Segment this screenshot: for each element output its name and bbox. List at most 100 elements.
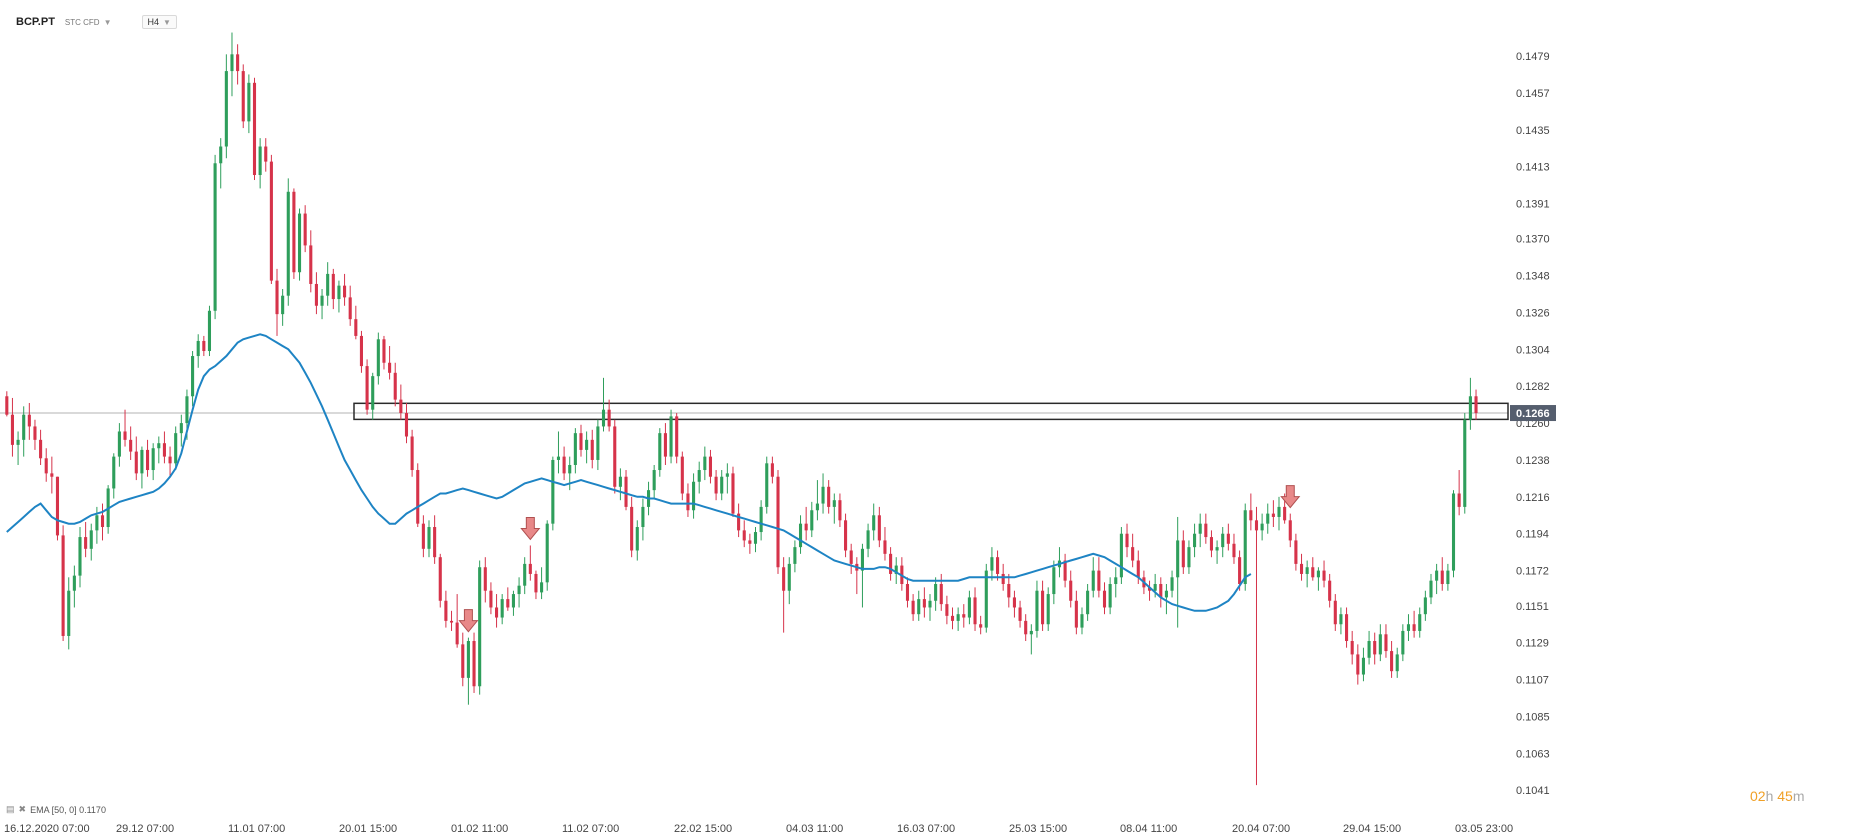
candle-body <box>202 340 206 352</box>
candle-body <box>5 396 9 415</box>
candle-body <box>1299 563 1304 574</box>
ema-line <box>6 333 1252 612</box>
candle-body <box>618 476 622 487</box>
time-tick-label: 16.03 07:00 <box>897 823 955 835</box>
candle <box>39 429 43 465</box>
candle-body <box>72 575 76 591</box>
candle <box>1119 527 1123 585</box>
candle-body <box>973 597 977 625</box>
candle-body <box>219 146 223 164</box>
candle-body <box>483 567 487 591</box>
candle <box>33 419 37 450</box>
candle <box>1125 523 1129 558</box>
candle-body <box>1074 600 1078 628</box>
candle-body <box>309 245 313 284</box>
candle-body <box>1041 590 1045 625</box>
countdown-hours-unit: h <box>1765 788 1774 804</box>
candle <box>247 74 251 134</box>
price-tick-label: 0.1085 <box>1516 711 1550 723</box>
candle-body <box>523 563 527 586</box>
candle-body <box>731 473 735 514</box>
candle <box>697 461 701 494</box>
candle-body <box>269 161 273 281</box>
time-tick-label: 11.02 07:00 <box>562 823 619 835</box>
candle <box>404 402 409 444</box>
candle-body <box>1260 523 1264 531</box>
candle-body <box>1350 641 1354 655</box>
candle <box>765 456 769 514</box>
timeframe-selector[interactable]: H4 ▼ <box>141 15 177 29</box>
candle-body <box>100 515 105 528</box>
candle <box>922 587 926 618</box>
resistance-touch-markers <box>458 485 1301 633</box>
candle-body <box>1147 587 1152 591</box>
time-tick-label: 29.04 15:00 <box>1343 823 1401 835</box>
resistance-arrow-icon <box>520 516 541 541</box>
candle-body <box>258 146 262 176</box>
candle-body <box>145 449 150 471</box>
indicator-settings-icon[interactable]: ▤ <box>6 804 15 814</box>
candle-body <box>27 414 31 427</box>
current-price-label: 0.1266 <box>1516 408 1550 420</box>
candle-body <box>416 470 420 524</box>
instrument-dropdown-icon[interactable]: ▼ <box>103 17 112 27</box>
price-tick-label: 0.1391 <box>1516 199 1550 211</box>
candle <box>894 557 898 585</box>
time-tick-label: 20.04 07:00 <box>1232 823 1290 835</box>
candle <box>1463 413 1467 514</box>
candle <box>1232 533 1236 564</box>
candle-body <box>1018 607 1022 621</box>
candle <box>934 577 938 611</box>
candle-body <box>78 537 82 576</box>
candle-body <box>1412 624 1416 631</box>
candle <box>579 424 583 457</box>
candle <box>236 44 240 85</box>
candle-body <box>883 540 887 554</box>
candle <box>562 446 566 481</box>
candle-body <box>1451 493 1456 571</box>
candle <box>1074 590 1078 635</box>
candle <box>388 345 392 380</box>
candle <box>438 553 442 608</box>
candle <box>686 483 690 517</box>
candle <box>573 428 577 474</box>
candle-body <box>1102 590 1107 608</box>
candle-body <box>1356 654 1360 675</box>
candle-body <box>1345 614 1349 642</box>
candle-body <box>821 486 825 504</box>
candle-body <box>1294 540 1298 564</box>
candle <box>1322 560 1326 588</box>
candle <box>720 470 724 501</box>
candle-body <box>827 486 831 507</box>
candle-body <box>860 548 864 571</box>
price-tick-label: 0.1260 <box>1516 418 1550 430</box>
candle <box>658 428 662 477</box>
candle-body <box>297 213 302 273</box>
candle <box>168 446 172 477</box>
candle <box>748 533 752 554</box>
candle <box>1384 624 1388 658</box>
candle <box>635 520 639 561</box>
candle <box>399 384 403 420</box>
candle-body <box>956 614 960 621</box>
candle-body <box>1277 506 1281 517</box>
candle <box>382 335 386 370</box>
candle-body <box>630 506 634 551</box>
candle-body <box>714 476 718 494</box>
symbol-label[interactable]: BCP.PT <box>16 16 55 28</box>
candle <box>117 423 121 467</box>
time-axis: 16.12.2020 07:00 29.12 07:00 11.01 07:00 20… <box>4 823 1513 835</box>
candle <box>495 594 499 628</box>
candle-body <box>112 456 116 489</box>
candle-body <box>984 570 988 628</box>
candle-body <box>844 520 848 551</box>
candle-body <box>224 71 228 147</box>
instrument-type-label: STC CFD <box>64 17 100 27</box>
candle <box>1063 553 1067 588</box>
indicator-remove-icon[interactable]: ✖ <box>18 804 27 814</box>
candle-body <box>579 433 583 450</box>
candle <box>449 610 454 631</box>
candle-body <box>117 431 121 457</box>
candle-body <box>22 414 26 440</box>
